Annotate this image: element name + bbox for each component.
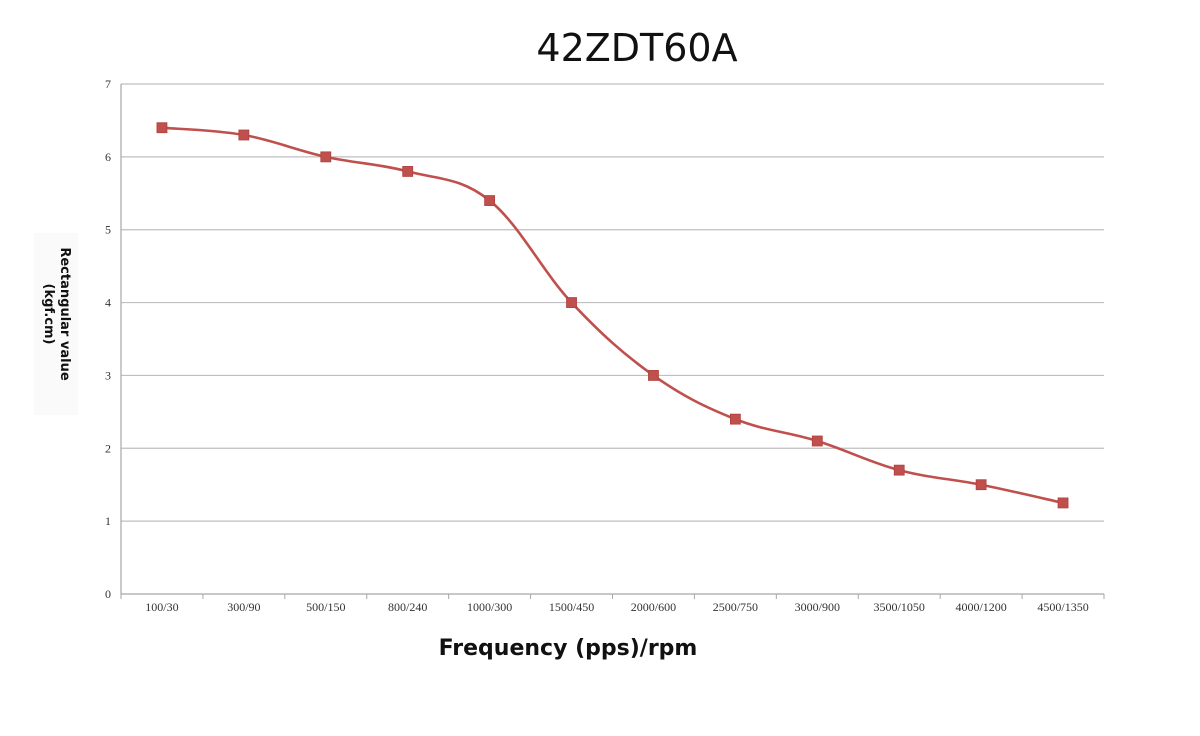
y-tick-label: 6 <box>105 150 111 164</box>
x-tick-label: 800/240 <box>388 600 427 614</box>
x-tick-label: 2000/600 <box>631 600 676 614</box>
x-tick-label: 1000/300 <box>467 600 512 614</box>
x-tick-label: 1500/450 <box>549 600 594 614</box>
data-point-500/150 <box>320 151 332 163</box>
data-point-1000/300 <box>484 195 496 206</box>
y-tick-label: 3 <box>105 368 111 382</box>
y-tick-label: 5 <box>105 223 111 237</box>
x-tick-label: 3500/1050 <box>874 600 925 614</box>
data-point-3000/900 <box>811 435 823 447</box>
chart-title: 42ZDT60A <box>536 26 738 70</box>
x-tick-label: 300/90 <box>227 600 260 614</box>
x-tick-label: 500/150 <box>306 600 345 614</box>
data-point-800/240 <box>402 166 414 177</box>
data-point-4500/1350 <box>1057 497 1069 509</box>
x-tick-label: 2500/750 <box>713 600 758 614</box>
x-tick-label: 4500/1350 <box>1037 600 1088 614</box>
y-tick-label: 4 <box>105 296 111 310</box>
x-tick-label: 4000/1200 <box>955 600 1006 614</box>
data-point-300/90 <box>238 129 250 141</box>
series-line <box>161 126 1064 505</box>
data-point-2500/750 <box>729 413 741 425</box>
data-point-1500/450 <box>566 297 577 308</box>
data-point-4000/1200 <box>975 479 987 491</box>
y-tick-label: 1 <box>105 514 111 528</box>
data-point-2000/600 <box>648 370 659 381</box>
y-tick-label: 2 <box>105 441 111 455</box>
y-tick-label: 7 <box>105 77 111 91</box>
x-tick-label: 3000/900 <box>795 600 840 614</box>
x-axis-label: Frequency (pps)/rpm <box>438 636 698 661</box>
data-point-100/30 <box>156 122 168 134</box>
y-tick-label: 0 <box>105 587 111 601</box>
data-point-3500/1050 <box>893 464 905 476</box>
y-axis-label-background <box>34 233 78 415</box>
x-tick-label: 100/30 <box>145 600 178 614</box>
